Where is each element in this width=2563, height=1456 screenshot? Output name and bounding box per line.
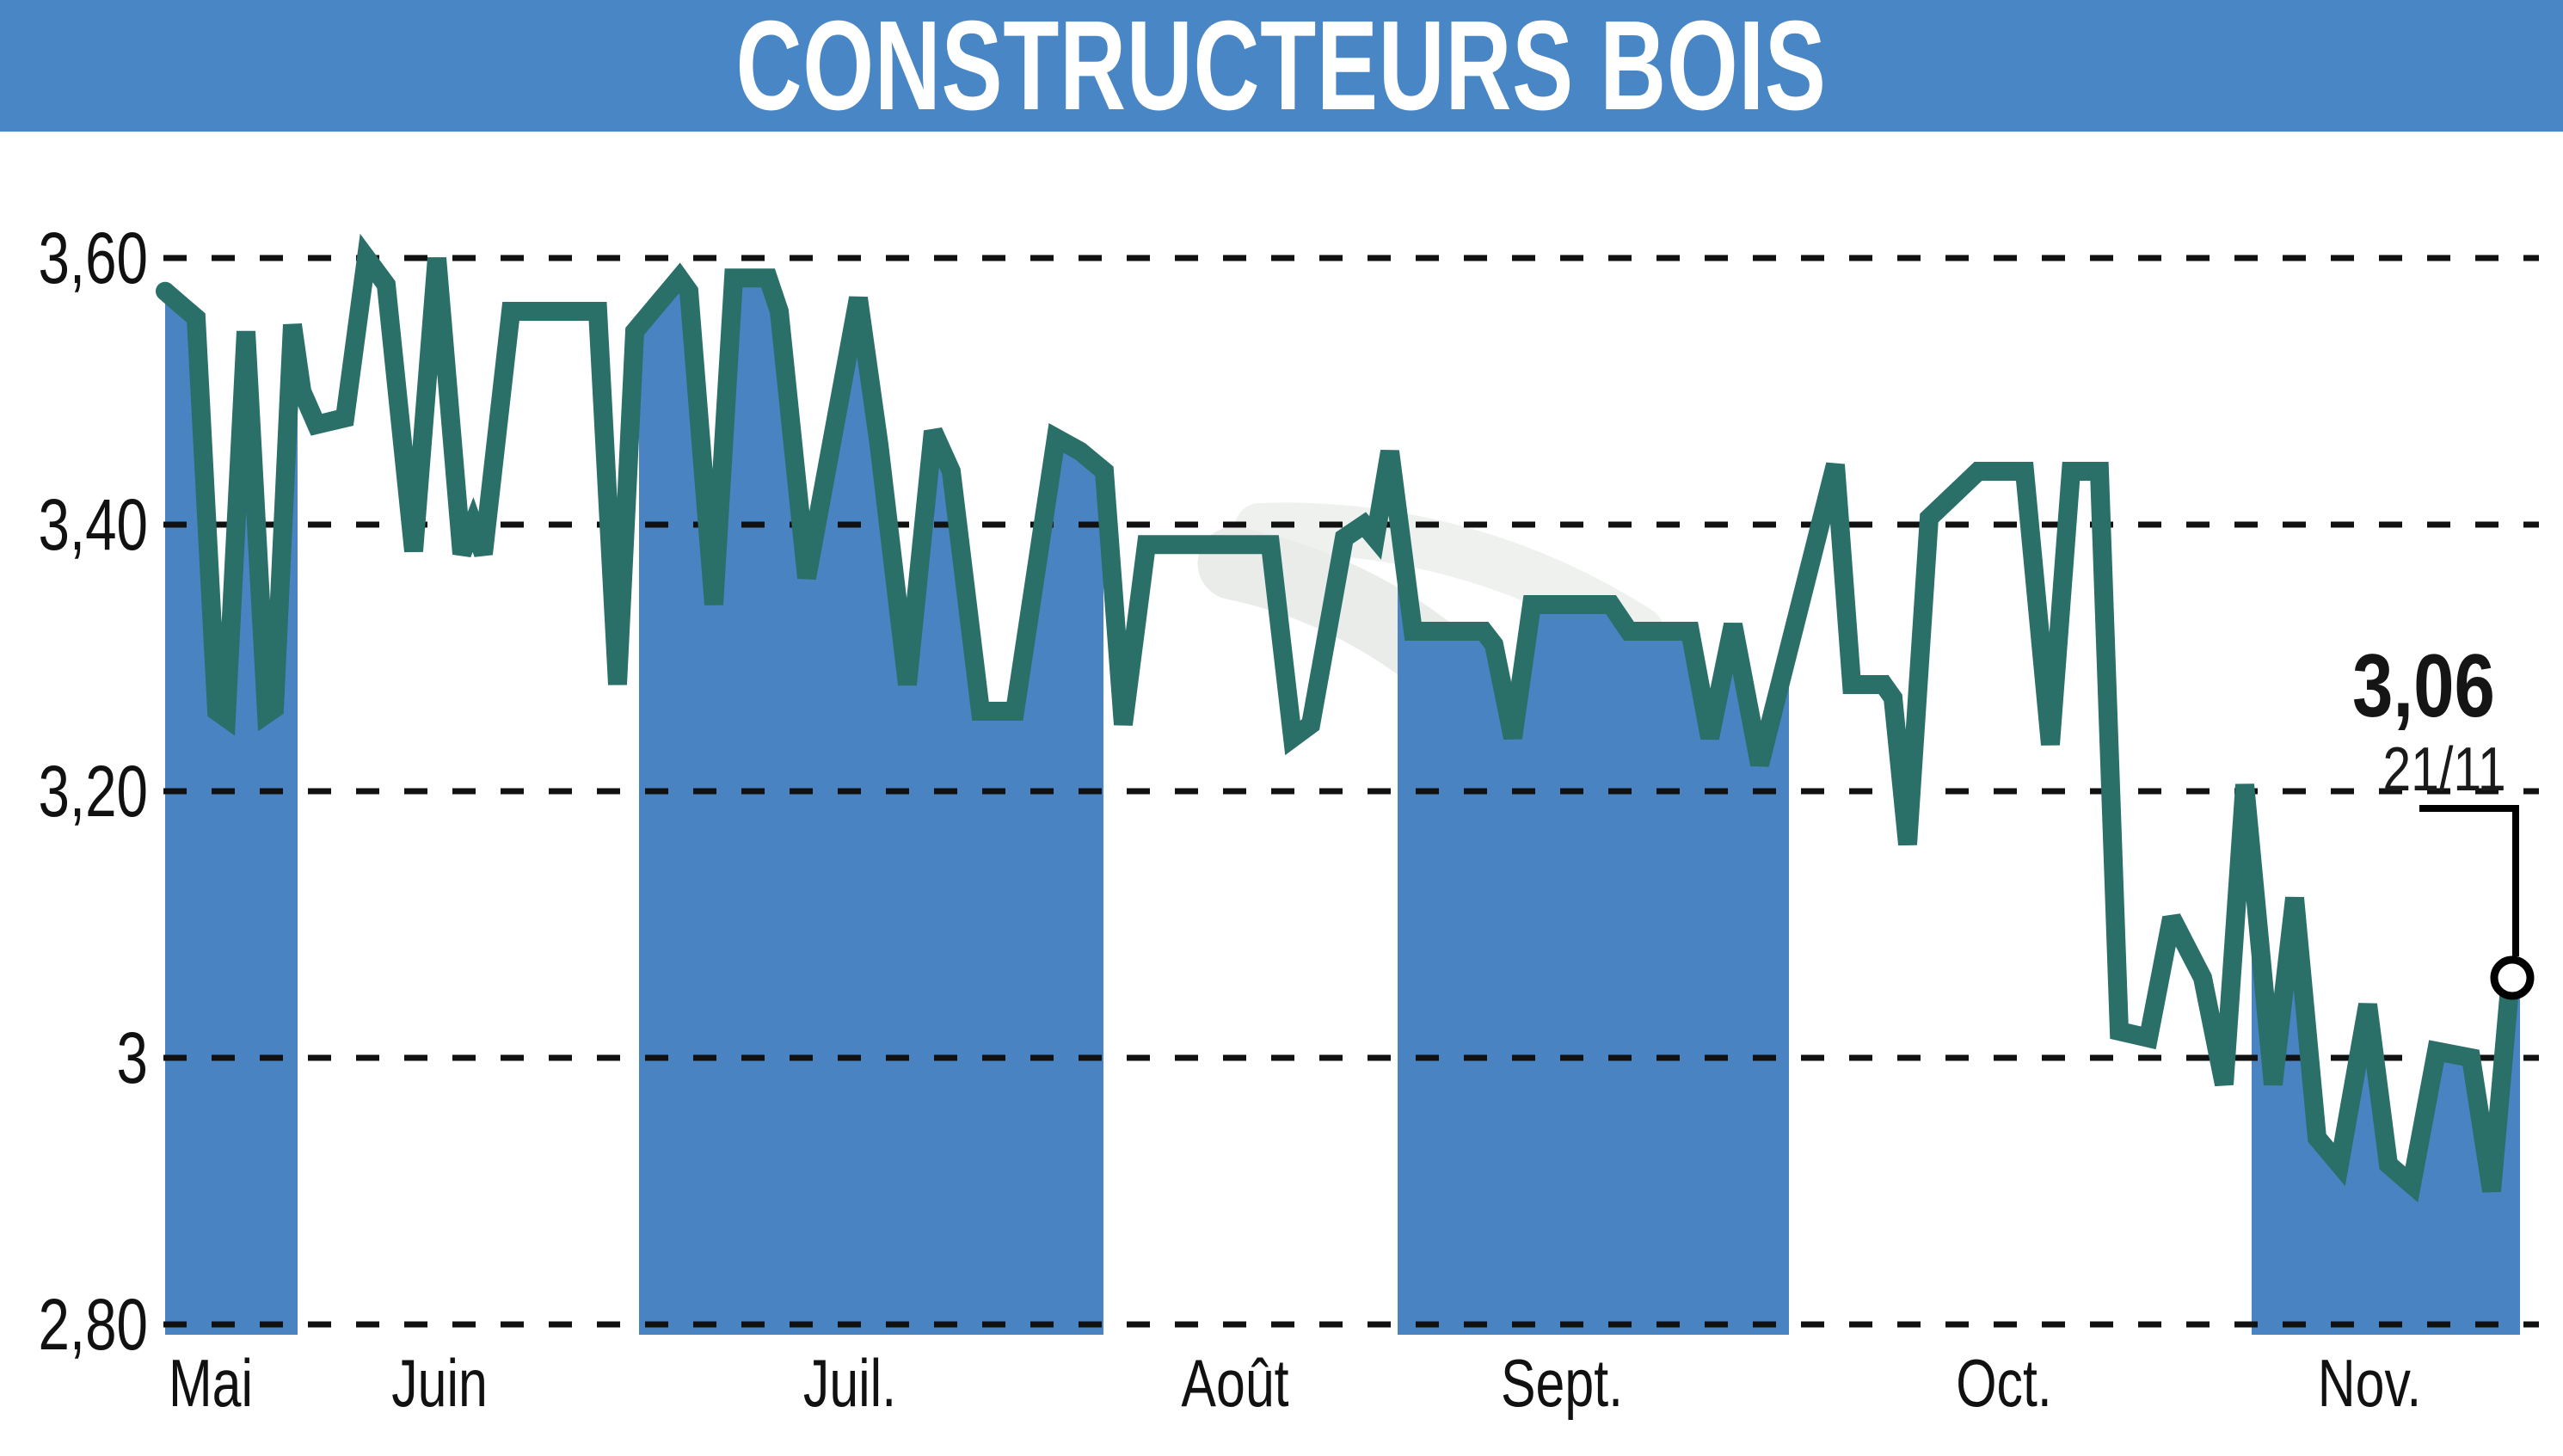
shaded-month-area [165, 258, 2520, 1335]
y-axis-label: 2,80 [38, 1284, 148, 1365]
last-point-marker [2490, 955, 2535, 1000]
page-title: CONSTRUCTEURS BOIS [735, 0, 1828, 137]
x-axis-label-aout: Août [1181, 1345, 1289, 1421]
annotation-connector [2419, 805, 2519, 956]
x-axis-label-oct: Oct. [1956, 1345, 2052, 1421]
y-axis-label: 3,60 [38, 218, 148, 298]
y-axis-label: 3,40 [38, 484, 148, 565]
x-axis-label-sept: Sept. [1500, 1345, 1624, 1421]
price-line [156, 233, 2520, 1203]
x-axis-label-juil: Juil. [802, 1345, 897, 1421]
last-price-annotation: 3,06 [2352, 636, 2495, 736]
title-bar: CONSTRUCTEURS BOIS [0, 0, 2563, 132]
x-axis-label-nov: Nov. [2317, 1345, 2422, 1421]
y-axis-label: 3,20 [38, 751, 148, 832]
x-axis-label-mai: Mai [168, 1345, 254, 1421]
x-axis-label-juin: Juin [391, 1345, 488, 1421]
last-date-annotation: 21/11 [2382, 735, 2506, 804]
y-axis-label: 3 [116, 1017, 148, 1098]
